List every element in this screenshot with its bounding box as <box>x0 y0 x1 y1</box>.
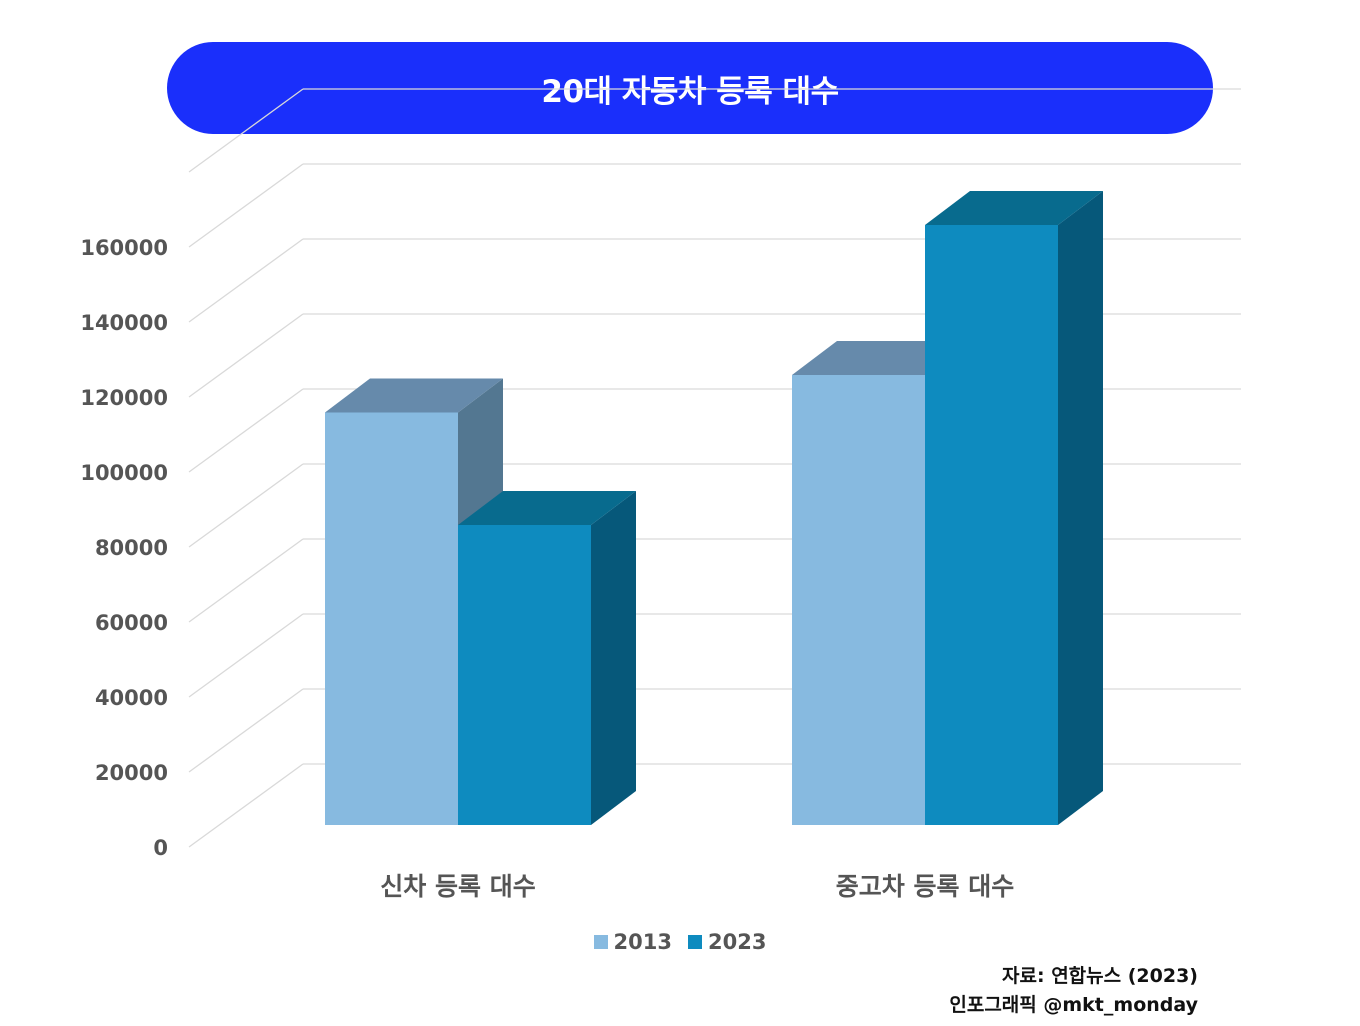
legend-label-2023: 2023 <box>708 930 767 954</box>
gridline-side <box>188 763 304 848</box>
y-tick-label: 60000 <box>95 611 168 635</box>
y-tick-label: 120000 <box>80 386 168 410</box>
y-tick-label: 160000 <box>80 236 168 260</box>
gridline-side <box>188 388 304 473</box>
gridline-side <box>188 238 304 323</box>
bar-2013 <box>792 375 925 825</box>
gridline-side <box>188 538 304 623</box>
legend-swatch-2023 <box>688 935 702 949</box>
infographic-credit: 인포그래픽 @mkt_monday <box>949 994 1198 1016</box>
chart-title: 20대 자동차 등록 대수 <box>541 73 839 110</box>
x-category-label: 중고차 등록 대수 <box>836 872 1014 901</box>
x-category-label: 신차 등록 대수 <box>380 872 535 901</box>
bar-top <box>925 191 1103 225</box>
legend-item-2023: 2023 <box>688 930 766 954</box>
source-credit: 자료: 연합뉴스 (2023) 인포그래픽 @mkt_monday <box>949 962 1198 1020</box>
y-tick-label: 40000 <box>95 686 168 710</box>
gridline-side <box>188 688 304 773</box>
gridline-side <box>188 163 304 248</box>
legend-label-2013: 2013 <box>613 930 672 954</box>
gridline-side <box>188 313 304 398</box>
y-tick-label: 20000 <box>95 761 168 785</box>
bar-2023 <box>458 525 591 825</box>
bar-2013 <box>325 412 458 825</box>
legend-item-2013: 2013 <box>593 930 672 954</box>
legend: 2013 2023 <box>0 930 1360 954</box>
y-tick-label: 140000 <box>80 311 168 335</box>
gridline-side <box>188 463 304 548</box>
bar-side <box>591 491 636 825</box>
gridline-side <box>188 88 304 173</box>
source-line: 자료: 연합뉴스 (2023) <box>1002 965 1198 987</box>
chart-title-banner: 20대 자동차 등록 대수 <box>167 42 1213 134</box>
bar-2023 <box>925 225 1058 825</box>
legend-swatch-2013 <box>593 935 608 949</box>
gridline-side <box>188 613 304 698</box>
y-tick-label: 80000 <box>95 536 168 560</box>
y-tick-label: 100000 <box>80 461 168 485</box>
bar-side <box>1058 191 1103 825</box>
y-tick-label: 0 <box>153 836 168 860</box>
bar-top <box>458 491 636 525</box>
bar-top <box>325 378 503 413</box>
